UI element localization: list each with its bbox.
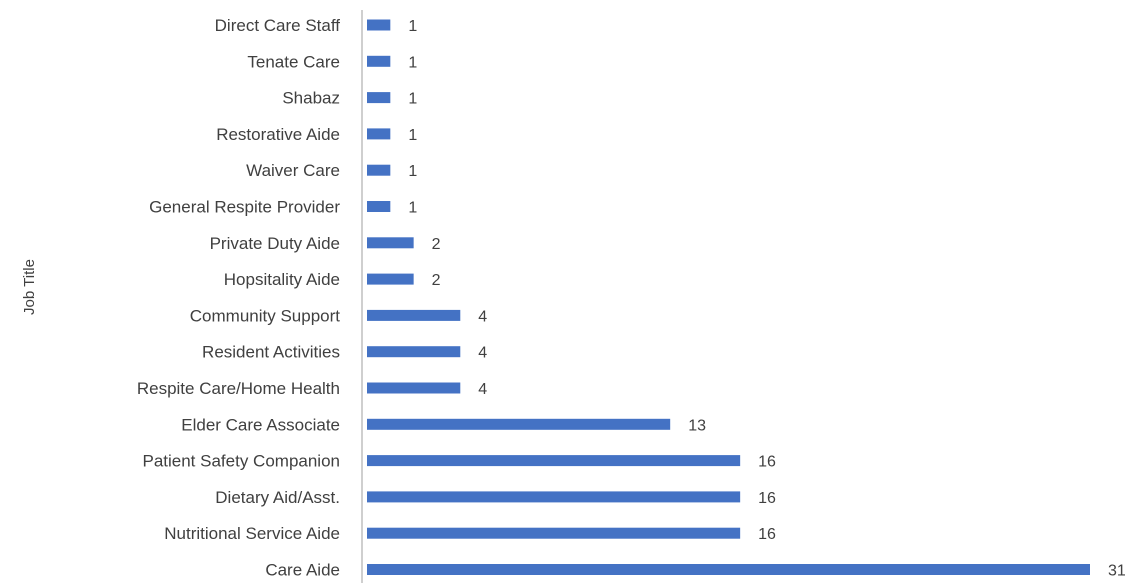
category-label: General Respite Provider [149,198,340,217]
category-label: Nutritional Service Aide [164,524,340,543]
category-label: Waiver Care [246,161,340,180]
category-label: Restorative Aide [216,125,340,144]
bar [367,128,391,140]
bar [367,382,461,394]
bar [367,55,391,67]
bar [367,237,414,249]
bar [367,92,391,104]
data-label: 4 [478,381,487,398]
category-label: Hopsitality Aide [224,270,340,289]
category-label: Dietary Aid/Asst. [215,488,340,507]
bar [367,527,741,539]
category-label: Elder Care Associate [181,415,340,434]
y-axis-title: Job Title [21,259,38,315]
category-label: Tenate Care [247,52,340,71]
data-label: 2 [432,236,441,253]
category-label: Private Duty Aide [210,234,340,253]
data-label: 1 [408,200,417,217]
data-label: 2 [432,272,441,289]
bar [367,273,414,285]
category-label: Direct Care Staff [215,16,341,35]
data-label: 16 [758,454,776,471]
bar [367,19,391,31]
data-label: 1 [408,163,417,180]
data-label: 13 [688,417,706,434]
bar [367,201,391,212]
category-label: Care Aide [265,561,340,580]
bar [367,455,741,467]
data-label: 4 [478,345,487,362]
bar [367,309,461,321]
bar [367,164,391,176]
bar [367,491,741,503]
data-label: 16 [758,526,776,543]
category-label: Community Support [190,306,341,325]
bar [367,564,1090,575]
data-label: 1 [408,91,417,108]
category-label: Respite Care/Home Health [137,379,340,398]
data-label: 1 [408,18,417,35]
bar [367,346,461,358]
category-label: Shabaz [282,89,340,108]
data-label: 1 [408,54,417,71]
bars-layer: Direct Care Staff 1 Tenate Care 1 Shabaz 1 Res… [137,16,1126,580]
category-label: Patient Safety Companion [142,452,340,471]
data-label: 16 [758,490,776,507]
bar [367,418,671,430]
category-label: Resident Activities [202,343,340,362]
data-label: 1 [408,127,417,144]
data-label: 31 [1108,563,1126,580]
data-label: 4 [478,308,487,325]
